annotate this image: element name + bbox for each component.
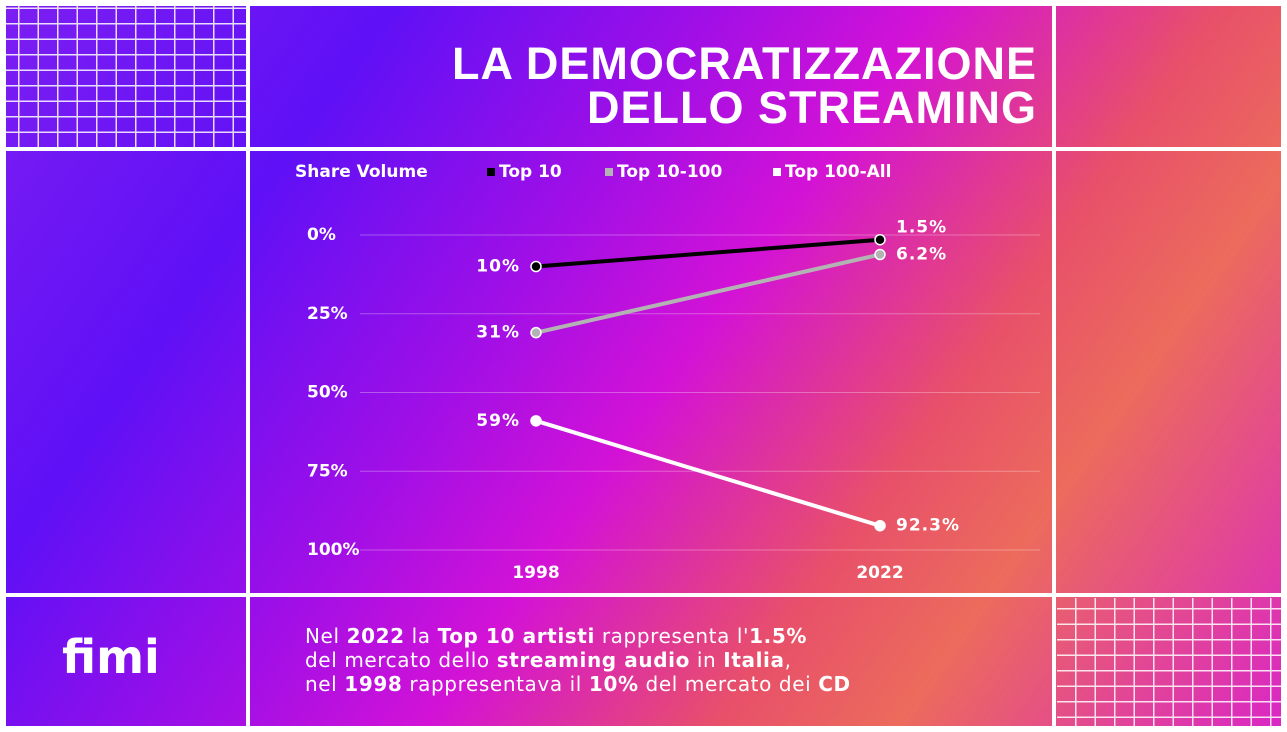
data-label: 59% xyxy=(476,411,520,431)
chart: 0% 25% 50% 75% 100% 1998 2022 Share Volume Top 1… xyxy=(0,0,1287,732)
data-point xyxy=(875,250,885,260)
data-label: 10% xyxy=(476,257,520,277)
data-label: 92.3% xyxy=(896,516,960,536)
data-point xyxy=(531,328,541,338)
caption-line: Nel 2022 la Top 10 artisti rappresenta l… xyxy=(305,624,807,648)
caption-text: Top 10 artisti xyxy=(438,624,595,648)
caption-text: in xyxy=(690,648,723,672)
data-point xyxy=(875,521,885,531)
caption-text: 1998 xyxy=(344,672,402,696)
series-line xyxy=(536,240,880,267)
legend-label: Top 10 xyxy=(499,162,562,182)
y-tick-label: 100% xyxy=(307,540,360,560)
caption-text: 1.5% xyxy=(749,624,807,648)
series-line xyxy=(536,255,880,333)
y-tick-label: 25% xyxy=(307,304,348,324)
x-tick-label: 1998 xyxy=(512,563,559,583)
data-point xyxy=(531,262,541,272)
caption-text: 10% xyxy=(589,672,639,696)
caption-text: streaming audio xyxy=(497,648,690,672)
caption-text: 2022 xyxy=(347,624,405,648)
data-point xyxy=(875,235,885,245)
caption-text: nel xyxy=(305,672,344,696)
caption-text: del mercato dello xyxy=(305,648,497,672)
caption-text: , xyxy=(785,648,792,672)
legend-swatch xyxy=(605,168,613,176)
data-label: 6.2% xyxy=(896,245,947,265)
x-tick-label: 2022 xyxy=(856,563,903,583)
data-label: 1.5% xyxy=(896,218,947,238)
legend-title: Share Volume xyxy=(295,162,428,182)
caption-line: nel 1998 rappresentava il 10% del mercat… xyxy=(305,672,851,696)
legend-label: Top 100-All xyxy=(785,162,891,182)
caption-text: rappresentava il xyxy=(402,672,589,696)
series-line xyxy=(536,421,880,526)
legend-label: Top 10-100 xyxy=(617,162,722,182)
y-tick-label: 50% xyxy=(307,383,348,403)
data-point xyxy=(531,416,541,426)
caption-line: del mercato dello streaming audio in Ita… xyxy=(305,648,792,672)
legend-swatch xyxy=(487,168,495,176)
data-label: 31% xyxy=(476,323,520,343)
caption-text: CD xyxy=(818,672,850,696)
y-tick-label: 0% xyxy=(307,225,336,245)
caption-text: Italia xyxy=(723,648,784,672)
y-tick-label: 75% xyxy=(307,461,348,481)
caption-text: Nel xyxy=(305,624,347,648)
page: LA DEMOCRATIZZAZIONE DELLO STREAMING fim… xyxy=(0,0,1287,732)
caption-text: del mercato dei xyxy=(639,672,819,696)
caption-text: rappresenta l' xyxy=(595,624,749,648)
caption-text: la xyxy=(405,624,438,648)
legend-swatch xyxy=(773,168,781,176)
